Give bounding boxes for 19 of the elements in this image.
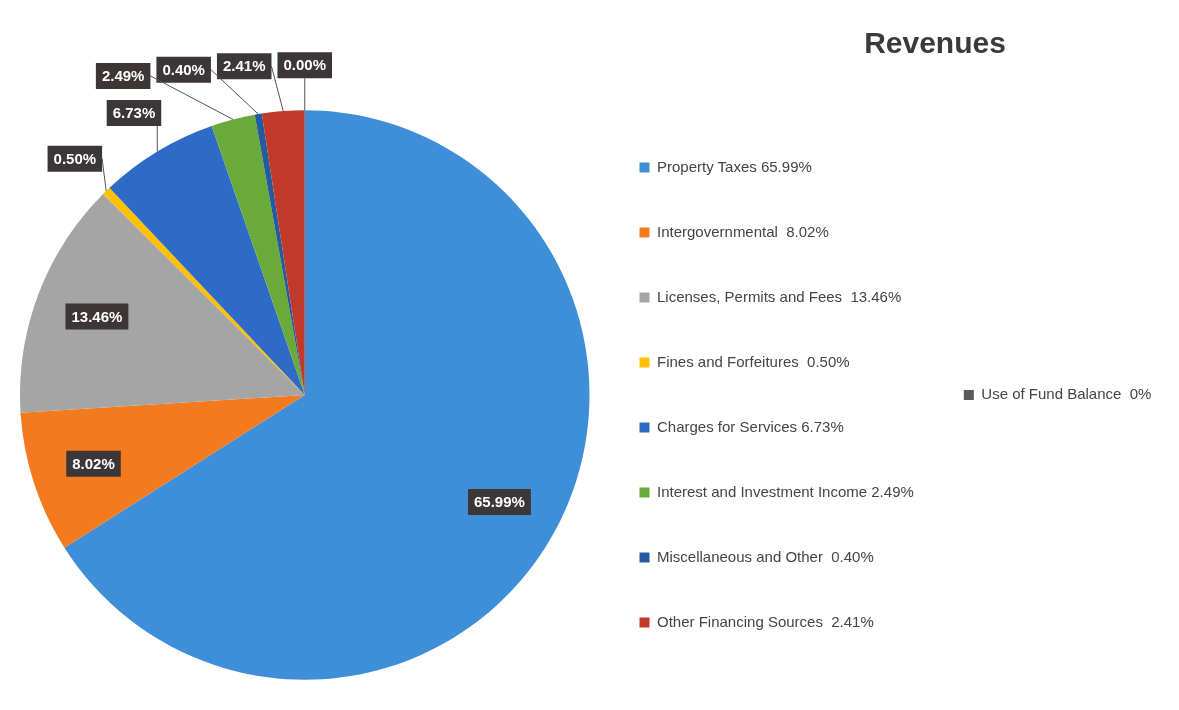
legend-label: Licenses, Permits and Fees 13.46% — [657, 287, 902, 305]
chart-title: Revenues — [864, 26, 1006, 60]
data-label: 6.73% — [112, 104, 156, 122]
legend-label: Fines and Forfeitures 0.50% — [657, 352, 850, 370]
legend-label: Other Financing Sources 2.41% — [657, 612, 874, 630]
legend-label: Charges for Services 6.73% — [657, 417, 844, 435]
data-label: 65.99% — [473, 493, 525, 511]
text: 0.00% — [283, 56, 327, 74]
data-label: 13.46% — [71, 307, 123, 325]
legend-label: Intergovernmental 8.02% — [657, 222, 829, 240]
data-label: 8.02% — [72, 454, 115, 472]
legend-label: Property Taxes 65.99% — [657, 157, 812, 175]
legend-label: Miscellaneous and Other 0.40% — [657, 547, 874, 565]
data-label: 0.40% — [162, 60, 205, 78]
data-label: 0.50% — [53, 149, 97, 167]
data-label: 2.41% — [222, 57, 266, 75]
legend-label: Use of Fund Balance 0% — [981, 385, 1152, 403]
data-label: 2.49% — [101, 67, 145, 85]
legend-label: Interest and Investment Income 2.49% — [657, 482, 914, 500]
